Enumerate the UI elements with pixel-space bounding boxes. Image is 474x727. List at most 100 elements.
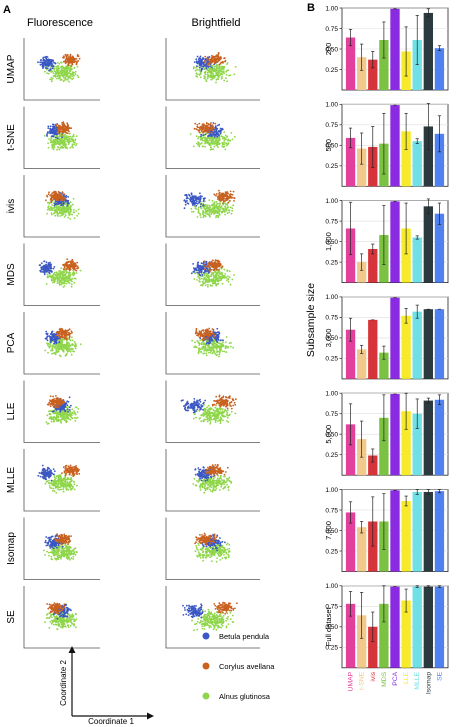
scatter-point-betula [215, 129, 218, 132]
scatter-point-corylus [206, 328, 208, 331]
scatter-point-betula [60, 204, 62, 207]
scatter-point-alnus [75, 210, 78, 212]
scatter-point-alnus [67, 346, 69, 349]
scatter-point-corylus [216, 263, 218, 266]
scatter-point-alnus [214, 65, 217, 68]
scatter-point-corylus [207, 264, 210, 267]
scatter-point-betula [200, 262, 203, 264]
scatter-point-alnus [192, 210, 195, 213]
scatter-point-betula [45, 332, 48, 335]
scatter-point-corylus [202, 131, 204, 134]
scatter-point-alnus [53, 146, 55, 149]
scatter-point-corylus [59, 336, 62, 339]
scatter-point-corylus [67, 267, 70, 270]
scatter-point-betula [68, 409, 71, 411]
scatter-point-alnus [72, 343, 74, 346]
scatter-point-alnus [206, 276, 209, 279]
scatter-panel-axes [165, 380, 260, 443]
scatter-point-alnus [211, 69, 214, 71]
scatter-point-betula [53, 130, 56, 133]
scatter-point-betula [218, 331, 220, 333]
scatter-point-corylus [62, 401, 65, 403]
scatter-point-betula [50, 337, 52, 339]
scatter-point-corylus [55, 398, 57, 400]
scatter-point-alnus [196, 216, 199, 218]
scatter-panel-ivis-brightfield [165, 175, 260, 238]
scatter-point-alnus [206, 206, 209, 209]
scatter-point-alnus [48, 72, 50, 75]
scatter-point-alnus [209, 75, 212, 77]
scatter-point-alnus [199, 143, 202, 145]
scatter-point-alnus [217, 67, 219, 69]
scatter-point-alnus [191, 339, 194, 342]
scatter-point-alnus [226, 269, 229, 272]
scatter-point-alnus [196, 340, 199, 343]
scatter-point-betula [44, 67, 47, 69]
scatter-point-alnus [71, 75, 73, 78]
scatter-point-corylus [48, 191, 50, 194]
scatter-point-corylus [60, 130, 63, 133]
scatter-point-corylus [209, 332, 212, 335]
scatter-point-alnus [72, 274, 75, 277]
scatter-point-betula [196, 264, 199, 266]
scatter-point-alnus [198, 145, 201, 148]
scatter-point-alnus [52, 352, 55, 355]
scatter-point-alnus [51, 275, 53, 277]
scatter-point-alnus [220, 66, 223, 69]
scatter-point-alnus [53, 144, 55, 147]
scatter-point-alnus [212, 278, 215, 280]
scatter-point-alnus [67, 66, 70, 69]
scatter-point-betula [195, 269, 198, 271]
scatter-point-corylus [210, 268, 212, 271]
scatter-point-alnus [48, 138, 50, 140]
scatter-point-corylus [74, 263, 77, 266]
scatter-point-alnus [204, 284, 207, 287]
scatter-point-alnus [218, 353, 221, 356]
scatter-point-betula [43, 62, 46, 65]
scatter-point-alnus [69, 218, 72, 220]
scatter-point-alnus [60, 414, 62, 416]
scatter-point-corylus [66, 333, 69, 336]
scatter-point-alnus [210, 71, 213, 74]
scatter-point-alnus [219, 275, 222, 278]
scatter-point-alnus [65, 66, 67, 69]
scatter-point-alnus [233, 73, 236, 76]
scatter-point-betula [40, 262, 43, 264]
scatter-point-betula [45, 330, 48, 333]
scatter-point-alnus [216, 72, 219, 75]
scatter-point-alnus [50, 209, 53, 212]
scatter-point-alnus [43, 135, 46, 137]
scatter-point-alnus [59, 280, 62, 283]
scatter-point-betula [199, 200, 202, 203]
scatter-point-corylus [212, 269, 215, 272]
scatter-point-alnus [211, 285, 214, 287]
scatter-point-alnus [197, 352, 200, 355]
scatter-point-betula [222, 339, 224, 342]
scatter-point-alnus [195, 72, 198, 75]
scatter-point-alnus [222, 419, 224, 422]
scatter-point-corylus [76, 54, 79, 56]
scatter-point-betula [191, 196, 194, 198]
scatter-point-alnus [201, 280, 204, 283]
scatter-point-alnus [207, 283, 209, 286]
scatter-point-alnus [58, 205, 61, 208]
scatter-point-betula [219, 132, 222, 135]
scatter-point-corylus [226, 195, 229, 197]
scatter-point-corylus [58, 332, 60, 335]
scatter-point-alnus [231, 138, 234, 141]
scatter-point-betula [45, 337, 48, 340]
scatter-point-alnus [222, 71, 225, 74]
scatter-point-corylus [219, 199, 221, 202]
scatter-point-alnus [55, 65, 57, 68]
scatter-point-betula [199, 205, 202, 208]
scatter-point-alnus [218, 71, 221, 74]
scatter-point-corylus [222, 197, 225, 200]
scatter-point-alnus [70, 348, 73, 351]
scatter-point-betula [50, 135, 53, 138]
scatter-point-alnus [53, 70, 56, 72]
scatter-point-alnus [62, 278, 65, 281]
scatter-point-betula [58, 202, 61, 205]
scatter-point-betula [38, 264, 41, 267]
scatter-point-corylus [218, 58, 221, 61]
scatter-point-alnus [229, 74, 232, 77]
